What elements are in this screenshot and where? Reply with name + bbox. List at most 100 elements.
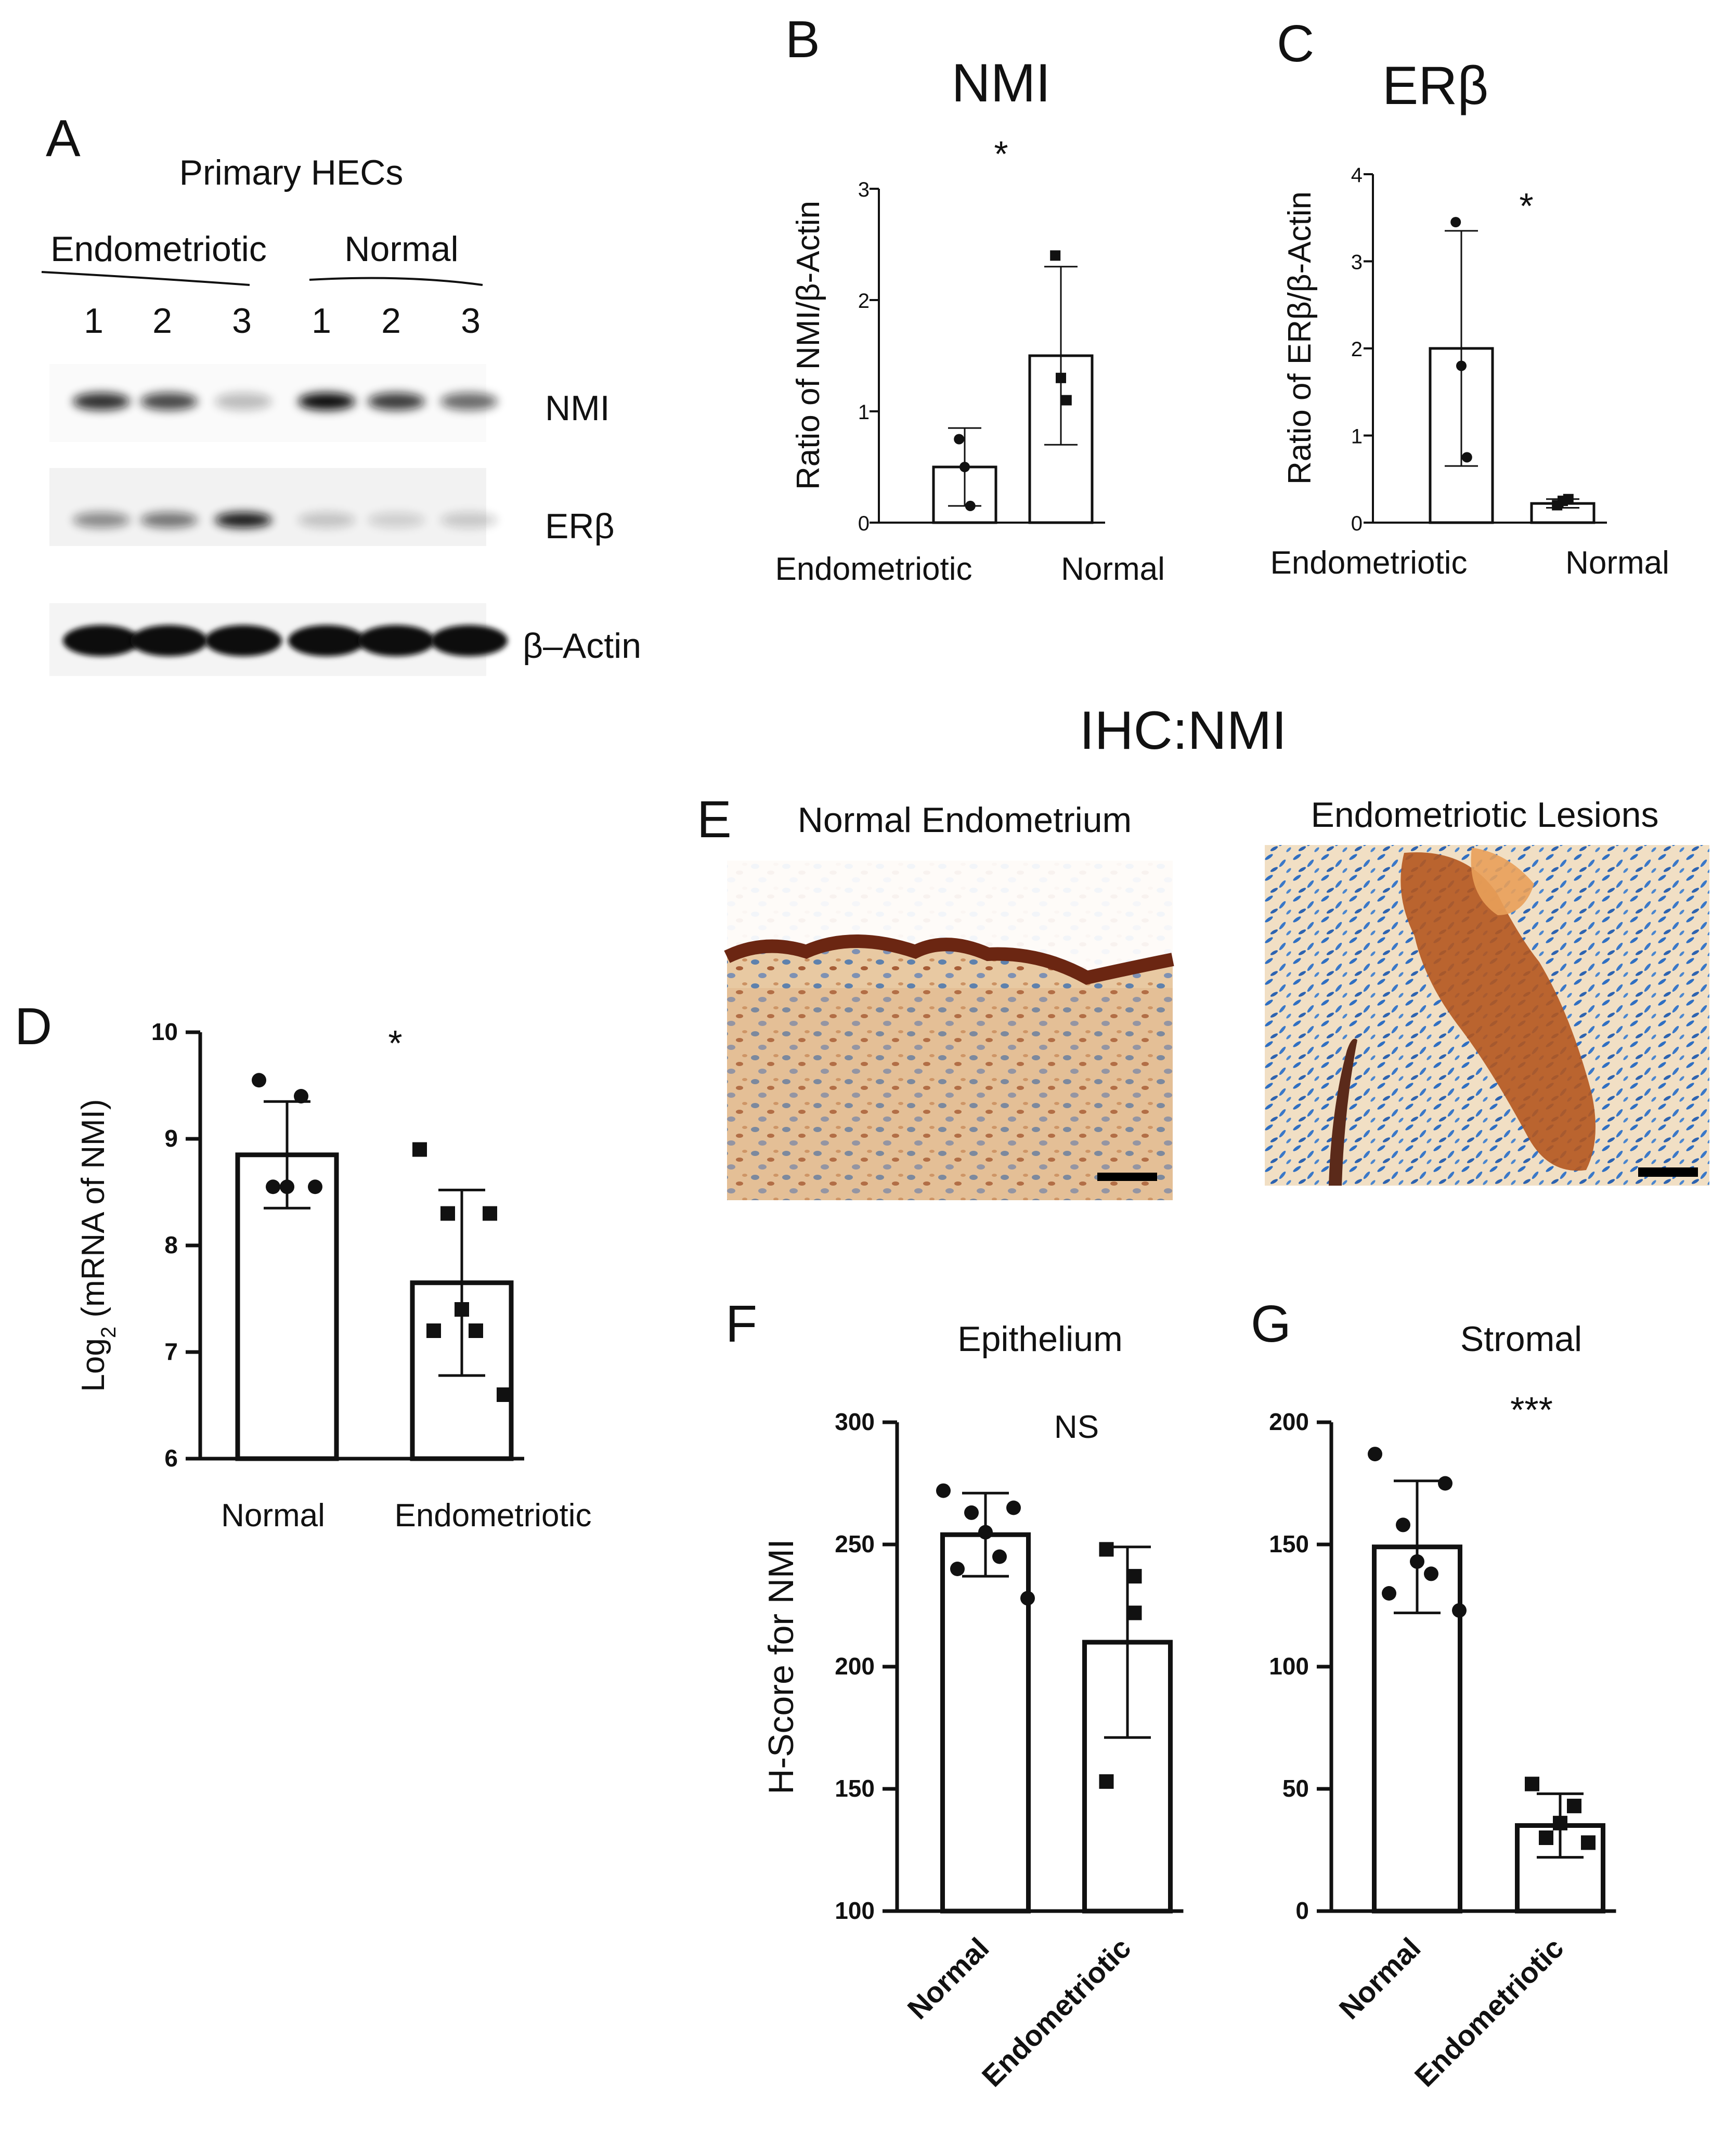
- data-point: [1461, 452, 1472, 463]
- panel-label-c: C: [1277, 15, 1314, 73]
- data-point: [1452, 1603, 1467, 1618]
- chart-title: ERβ: [1382, 56, 1488, 116]
- data-point: [252, 1073, 266, 1088]
- data-point: [294, 1089, 308, 1103]
- y-tick-label: 300: [835, 1408, 875, 1435]
- blot-band: [440, 512, 498, 528]
- data-point: [1127, 1605, 1142, 1620]
- y-axis-label-part: Log: [75, 1338, 111, 1392]
- blot-bands: [63, 393, 508, 656]
- data-point: [1099, 1774, 1114, 1789]
- blot-band: [368, 393, 425, 410]
- panel-label-f: F: [725, 1295, 757, 1353]
- data-point: [954, 434, 965, 445]
- blot-band: [73, 512, 130, 528]
- data-point: [1382, 1586, 1396, 1601]
- data-point: [483, 1206, 497, 1221]
- y-tick-label: 50: [1282, 1775, 1309, 1802]
- blot-band: [440, 393, 498, 410]
- y-tick-label: 1: [1351, 425, 1363, 448]
- blot-band: [205, 625, 282, 656]
- data-point: [1127, 1569, 1142, 1584]
- data-point: [1061, 395, 1072, 406]
- data-point: [950, 1562, 965, 1576]
- y-tick-label: 10: [151, 1018, 178, 1045]
- blot-band-label-nmi: NMI: [545, 388, 610, 428]
- x-category-label: Normal: [1333, 1931, 1427, 2025]
- data-point: [1020, 1591, 1035, 1606]
- blot-lane-labels: 1 2 3 1 2 3: [84, 301, 481, 341]
- y-tick-label: 9: [164, 1125, 178, 1152]
- blot-group-normal: Normal: [344, 229, 458, 269]
- y-tick-label: 200: [1269, 1408, 1309, 1435]
- data-point: [1006, 1500, 1021, 1515]
- blot-band: [215, 512, 272, 528]
- y-tick-label: 1: [858, 401, 870, 424]
- blot-band-label-actin: β–Actin: [523, 626, 641, 666]
- data-point: [412, 1142, 427, 1157]
- blot-lane-label: 1: [84, 301, 103, 341]
- blot-band: [140, 512, 198, 528]
- blot-band: [63, 625, 140, 656]
- data-point: [1368, 1447, 1382, 1462]
- y-tick-label: 6: [164, 1445, 178, 1472]
- x-category-label: Normal: [1061, 551, 1165, 587]
- y-tick-label: 0: [1295, 1897, 1309, 1924]
- y-tick-label: 4: [1351, 164, 1363, 187]
- y-tick-label: 150: [1269, 1530, 1309, 1557]
- data-point: [1539, 1830, 1553, 1845]
- x-category-label: Normal: [221, 1498, 325, 1534]
- blot-group-underline-endometriotic: [41, 271, 250, 286]
- blot-group-underline-normal: [309, 277, 483, 286]
- data-point: [978, 1525, 993, 1540]
- chart-title: Stromal: [1460, 1319, 1582, 1359]
- data-point: [964, 1505, 979, 1520]
- data-point: [992, 1549, 1007, 1564]
- data-point: [280, 1179, 294, 1194]
- panel-label-g: G: [1251, 1295, 1291, 1353]
- blot-lane-label: 3: [461, 301, 481, 341]
- data-point: [1553, 1815, 1567, 1830]
- data-point: [1456, 360, 1467, 371]
- data-point: [426, 1323, 441, 1338]
- y-tick-label: 2: [858, 290, 870, 313]
- y-tick-label: 100: [1269, 1653, 1309, 1680]
- significance-marker: NS: [1054, 1409, 1099, 1445]
- chart-f-epithelium: Epithelium NS 100 150 200 250 300 H-Score for N…: [761, 1319, 1184, 2093]
- chart-title: NMI: [952, 53, 1051, 113]
- y-tick-label: 150: [835, 1775, 875, 1802]
- panel-label-d: D: [15, 997, 52, 1056]
- blot-band: [431, 625, 508, 656]
- y-axis-label: Log2 (mRNA of NMI): [75, 1099, 120, 1392]
- data-point: [455, 1302, 469, 1317]
- y-axis-label-subscript: 2: [97, 1327, 120, 1338]
- y-tick-label: 2: [1351, 338, 1363, 361]
- data-point: [959, 462, 970, 472]
- data-point: [1525, 1776, 1539, 1791]
- ihc-title: IHC:NMI: [1080, 700, 1287, 761]
- data-point: [497, 1387, 511, 1402]
- data-point: [936, 1483, 951, 1498]
- data-point: [469, 1323, 483, 1338]
- y-axis-label: H-Score for NMI: [761, 1539, 801, 1794]
- data-point: [1563, 493, 1574, 504]
- data-point: [1424, 1566, 1438, 1581]
- chart-c-erb: ERβ * 0 1 2 3 4 Ratio of ERβ/β-Actin Endometriot…: [1270, 56, 1669, 581]
- data-point: [1567, 1798, 1581, 1813]
- data-point: [1050, 250, 1061, 261]
- y-tick-label: 0: [1351, 512, 1363, 535]
- y-tick-label: 7: [164, 1338, 178, 1365]
- y-axis-label: Ratio of ERβ/β-Actin: [1282, 191, 1318, 485]
- significance-marker: *: [994, 134, 1008, 174]
- chart-b-nmi: NMI * 0 1 2 3 Ratio of NMI/β-Actin Endometrioti…: [775, 53, 1164, 587]
- x-category-label: Endometriotic: [394, 1498, 591, 1534]
- blot-band: [298, 512, 355, 528]
- blot-band: [140, 393, 198, 410]
- significance-marker: *: [1519, 186, 1533, 226]
- blot-group-endometriotic: Endometriotic: [50, 229, 267, 269]
- y-tick-label: 250: [835, 1530, 875, 1557]
- panel-label-e: E: [697, 790, 732, 849]
- chart-d-mrna: * 6 7 8 9 10 Log2 (mRNA of NMI) Normal Endometri…: [75, 1018, 592, 1534]
- data-point: [965, 500, 976, 511]
